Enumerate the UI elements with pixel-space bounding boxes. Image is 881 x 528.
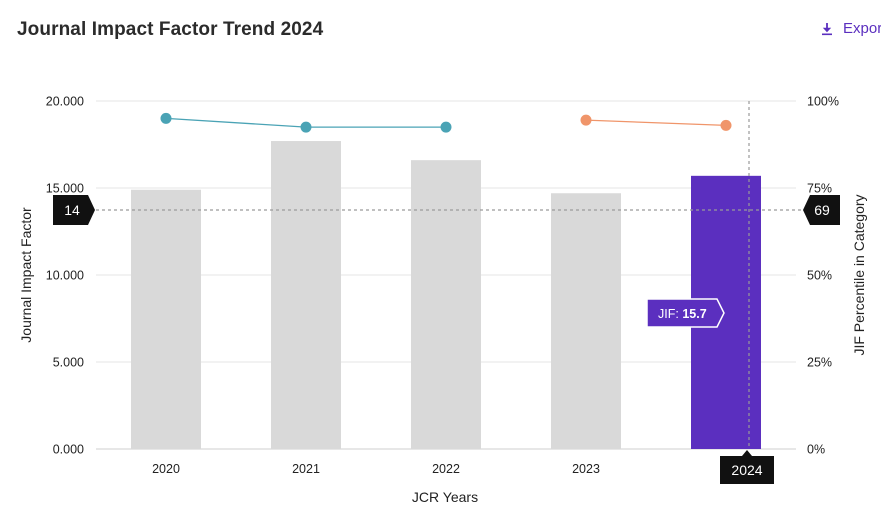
download-icon xyxy=(822,22,832,35)
export-button[interactable]: Export xyxy=(820,20,881,37)
y2-tick-label: 100% xyxy=(807,95,839,109)
crosshair: 14 69 2024 xyxy=(53,101,840,484)
y-tick-label: 15.000 xyxy=(46,182,84,196)
percentile-point xyxy=(580,114,592,126)
bars xyxy=(131,141,761,450)
bar-2021 xyxy=(271,141,341,449)
y2-tick-label: 0% xyxy=(807,443,825,457)
percentile-point xyxy=(440,121,452,133)
bar-2022 xyxy=(411,160,481,449)
y2-tick-label: 75% xyxy=(807,182,832,196)
y2-tick-label: 50% xyxy=(807,269,832,283)
bar-2023 xyxy=(551,193,621,449)
percentile-point xyxy=(720,119,732,131)
crosshair-left-flag xyxy=(53,195,95,225)
x-axis-title: JCR Years xyxy=(412,489,478,505)
tick-labels: 0.000 5.000 10.000 15.000 20.000 0% 25% 50% 75% 1… xyxy=(46,95,839,477)
page-title: Journal Impact Factor Trend 2024 xyxy=(17,19,324,40)
crosshair-left-label: 14 xyxy=(64,202,80,218)
tooltip-text: JIF: 15.7 xyxy=(658,307,707,321)
crosshair-right-flag xyxy=(803,195,840,225)
y-tick-label: 10.000 xyxy=(46,269,84,283)
bar-2020 xyxy=(131,189,201,450)
tooltip-label: JIF: xyxy=(658,307,682,321)
crosshair-x-label: 2024 xyxy=(731,462,762,478)
y-tick-label: 0.000 xyxy=(53,443,84,457)
percentile-point xyxy=(300,121,312,133)
x-tick-label: 2020 xyxy=(152,462,180,476)
crosshair-right-label: 69 xyxy=(814,202,830,218)
y-tick-label: 5.000 xyxy=(53,356,84,370)
export-label: Export xyxy=(843,20,881,37)
y2-axis-title: JIF Percentile in Category xyxy=(851,194,867,355)
percentile-line xyxy=(585,119,727,127)
x-tick-label: 2023 xyxy=(572,462,600,476)
y-axis-title: Journal Impact Factor xyxy=(18,207,34,343)
percentile-point xyxy=(160,112,172,124)
tooltip-box xyxy=(646,298,725,328)
y2-tick-label: 25% xyxy=(807,356,832,370)
y-tick-label: 20.000 xyxy=(46,95,84,109)
x-tick-label: 2022 xyxy=(432,462,460,476)
x-tick-label: 2021 xyxy=(292,462,320,476)
tooltip: JIF: 15.7 xyxy=(646,298,725,328)
percentile-lines xyxy=(160,112,732,133)
tooltip-value: 15.7 xyxy=(682,307,706,321)
crosshair-bottom-flag xyxy=(720,450,774,484)
